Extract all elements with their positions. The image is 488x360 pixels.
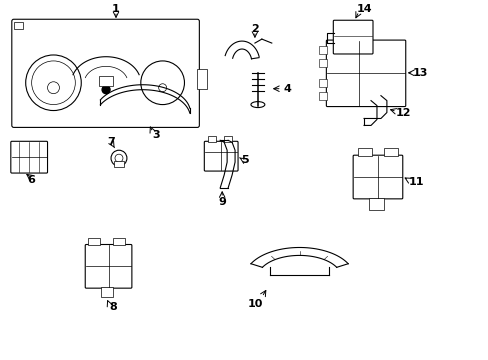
Bar (319, 59, 326, 67)
Text: 9: 9 (218, 197, 225, 207)
Circle shape (111, 150, 127, 166)
Bar (319, 92, 326, 100)
Bar (319, 79, 326, 87)
Bar (14, 22, 22, 29)
Circle shape (26, 55, 81, 111)
Circle shape (158, 84, 166, 92)
Bar (114, 161, 123, 167)
Text: 11: 11 (408, 177, 424, 187)
Circle shape (115, 154, 122, 162)
Text: 1: 1 (112, 4, 120, 14)
Ellipse shape (250, 102, 264, 108)
Bar (368, 198, 383, 210)
Text: 2: 2 (250, 24, 258, 34)
Bar (319, 46, 326, 54)
Circle shape (102, 86, 110, 94)
Circle shape (32, 61, 75, 105)
Circle shape (141, 61, 184, 105)
Bar (197, 69, 207, 89)
Text: 7: 7 (107, 137, 115, 147)
Text: 4: 4 (283, 84, 291, 94)
FancyBboxPatch shape (85, 244, 132, 288)
FancyBboxPatch shape (204, 141, 238, 171)
Text: 13: 13 (412, 68, 427, 78)
Text: 12: 12 (395, 108, 411, 117)
Text: 5: 5 (241, 155, 248, 165)
Text: 10: 10 (247, 299, 262, 309)
FancyBboxPatch shape (333, 20, 372, 54)
Circle shape (47, 82, 60, 94)
Text: 8: 8 (109, 302, 117, 312)
Text: 6: 6 (28, 175, 36, 185)
Bar (88, 238, 100, 246)
Bar (357, 148, 371, 156)
Bar (224, 136, 232, 142)
Bar (99, 76, 113, 86)
Bar (101, 287, 113, 297)
FancyBboxPatch shape (352, 155, 402, 199)
Bar (383, 148, 397, 156)
Bar (208, 136, 216, 142)
Text: 3: 3 (152, 130, 159, 140)
Text: 14: 14 (356, 4, 371, 14)
FancyBboxPatch shape (325, 40, 405, 107)
Bar (350, 35, 370, 41)
Bar (113, 238, 124, 246)
FancyBboxPatch shape (12, 19, 199, 127)
FancyBboxPatch shape (11, 141, 47, 173)
